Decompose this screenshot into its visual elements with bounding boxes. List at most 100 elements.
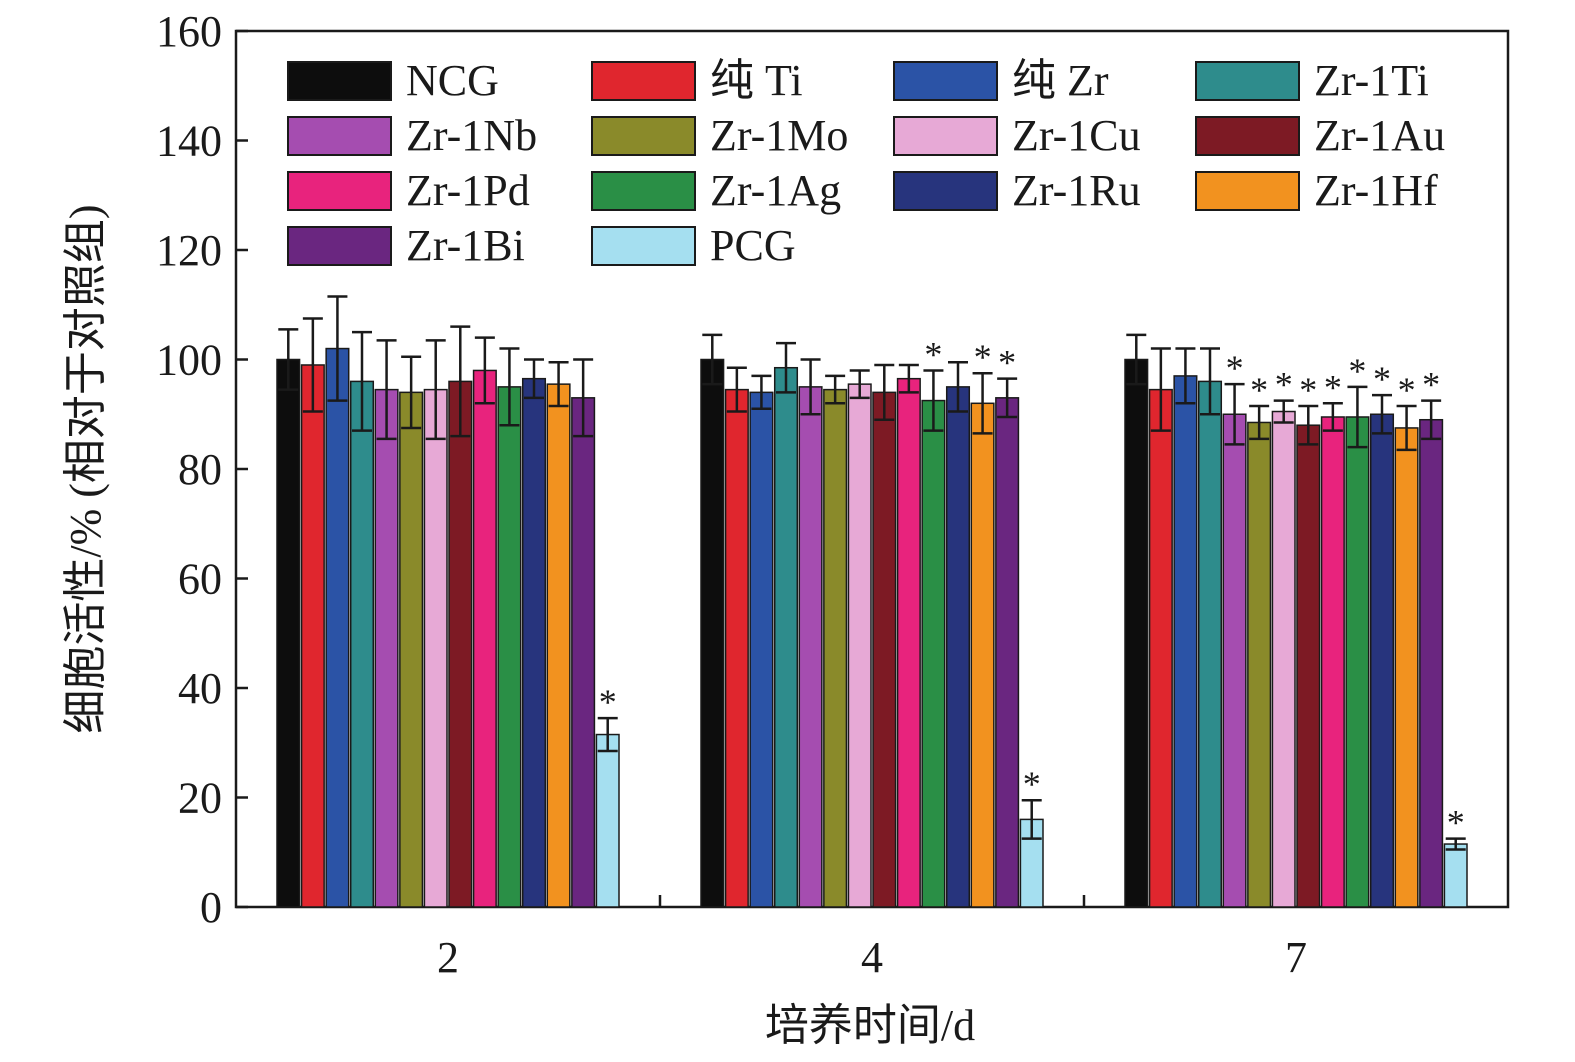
y-tick-label: 80: [178, 445, 222, 494]
legend-label: Zr-1Bi: [406, 221, 525, 270]
significance-star: *: [599, 682, 617, 722]
legend-swatch: [591, 171, 696, 211]
bar: [423, 388, 448, 908]
significance-star: *: [1275, 365, 1293, 405]
bar: [325, 347, 350, 908]
bar: [1394, 427, 1419, 908]
significance-star: *: [1023, 764, 1041, 804]
legend-label: Zr-1Au: [1314, 111, 1445, 160]
legend-label: Zr-1Mo: [710, 111, 848, 160]
y-tick-label: 100: [156, 336, 222, 385]
legend-label: NCG: [406, 56, 499, 105]
bar: [497, 386, 522, 908]
y-tick-label: 0: [200, 883, 222, 932]
legend-swatch: [287, 226, 392, 266]
bar: [1296, 424, 1321, 908]
bar: [595, 733, 620, 908]
y-axis-title: 细胞活性/% (相对于对照组): [61, 204, 110, 733]
legend-swatch: [1195, 61, 1300, 101]
legend-label: Zr-1Ti: [1314, 56, 1429, 105]
legend-swatch: [287, 116, 392, 156]
significance-star: *: [1299, 370, 1317, 410]
bar: [749, 391, 774, 908]
legend-swatch: [591, 116, 696, 156]
legend-label: Zr-1Nb: [406, 111, 537, 160]
bar: [1124, 358, 1149, 908]
x-tick-label: 2: [437, 933, 459, 982]
bar: [1247, 421, 1272, 908]
y-tick-label: 40: [178, 664, 222, 713]
bar: [700, 358, 725, 908]
significance-star: *: [924, 334, 942, 374]
significance-star: *: [1348, 351, 1366, 391]
legend-swatch: [893, 171, 998, 211]
bar: [896, 377, 921, 908]
bar: [921, 399, 946, 908]
legend-swatch: [893, 61, 998, 101]
bar: [1345, 416, 1370, 908]
legend-label: Zr-1Ru: [1012, 166, 1141, 215]
x-tick-label: 7: [1285, 933, 1307, 982]
significance-star: *: [974, 337, 992, 377]
bar: [823, 388, 848, 908]
y-tick-label: 120: [156, 226, 222, 275]
bar: [374, 388, 399, 908]
bar: [448, 380, 473, 908]
bar: [995, 397, 1020, 908]
legend-label: Zr-1Pd: [406, 166, 530, 215]
bar: [1173, 375, 1198, 908]
bar: [798, 386, 823, 908]
x-axis-title: 培养时间/d: [765, 1001, 975, 1050]
bar: [1320, 416, 1345, 908]
legend-swatch: [1195, 116, 1300, 156]
bar: [1222, 413, 1247, 908]
bar: [847, 383, 872, 908]
bar: [300, 364, 325, 908]
bar: [1419, 418, 1444, 908]
bar: [724, 388, 749, 908]
legend-swatch: [591, 61, 696, 101]
bar: [546, 383, 571, 908]
bar: [1369, 413, 1395, 908]
significance-star: *: [1422, 365, 1440, 405]
y-tick-label: 60: [178, 555, 222, 604]
legend-swatch: [893, 116, 998, 156]
significance-star: *: [1226, 348, 1244, 388]
significance-star: *: [1373, 359, 1391, 399]
bar: [521, 377, 547, 908]
significance-star: *: [1324, 367, 1342, 407]
bar: [1271, 410, 1296, 908]
bar: [276, 358, 301, 908]
significance-star: *: [1398, 370, 1416, 410]
bar: [399, 391, 424, 908]
legend-label: 纯 Ti: [710, 56, 803, 105]
legend-label: Zr-1Hf: [1314, 166, 1438, 215]
significance-star: *: [998, 343, 1016, 383]
legend-swatch: [591, 226, 696, 266]
legend-swatch: [287, 171, 392, 211]
bar: [571, 397, 596, 908]
bar: [872, 391, 897, 908]
legend-swatch: [1195, 171, 1300, 211]
bar: [1197, 380, 1223, 908]
bar: [1443, 843, 1468, 908]
legend-label: Zr-1Ag: [710, 166, 841, 215]
legend-swatch: [287, 61, 392, 101]
y-tick-label: 140: [156, 117, 222, 166]
bar: [349, 380, 375, 908]
bar: [1148, 388, 1173, 908]
y-tick-label: 160: [156, 7, 222, 56]
legend-label: 纯 Zr: [1012, 56, 1109, 105]
y-tick-label: 20: [178, 774, 222, 823]
bar: [773, 366, 799, 908]
bar: [970, 402, 995, 908]
significance-star: *: [1447, 803, 1465, 843]
bar: [472, 369, 497, 908]
bar: [945, 386, 971, 908]
legend-label: Zr-1Cu: [1012, 111, 1141, 160]
legend-label: PCG: [710, 221, 796, 270]
x-tick-label: 4: [861, 933, 883, 982]
significance-star: *: [1250, 370, 1268, 410]
